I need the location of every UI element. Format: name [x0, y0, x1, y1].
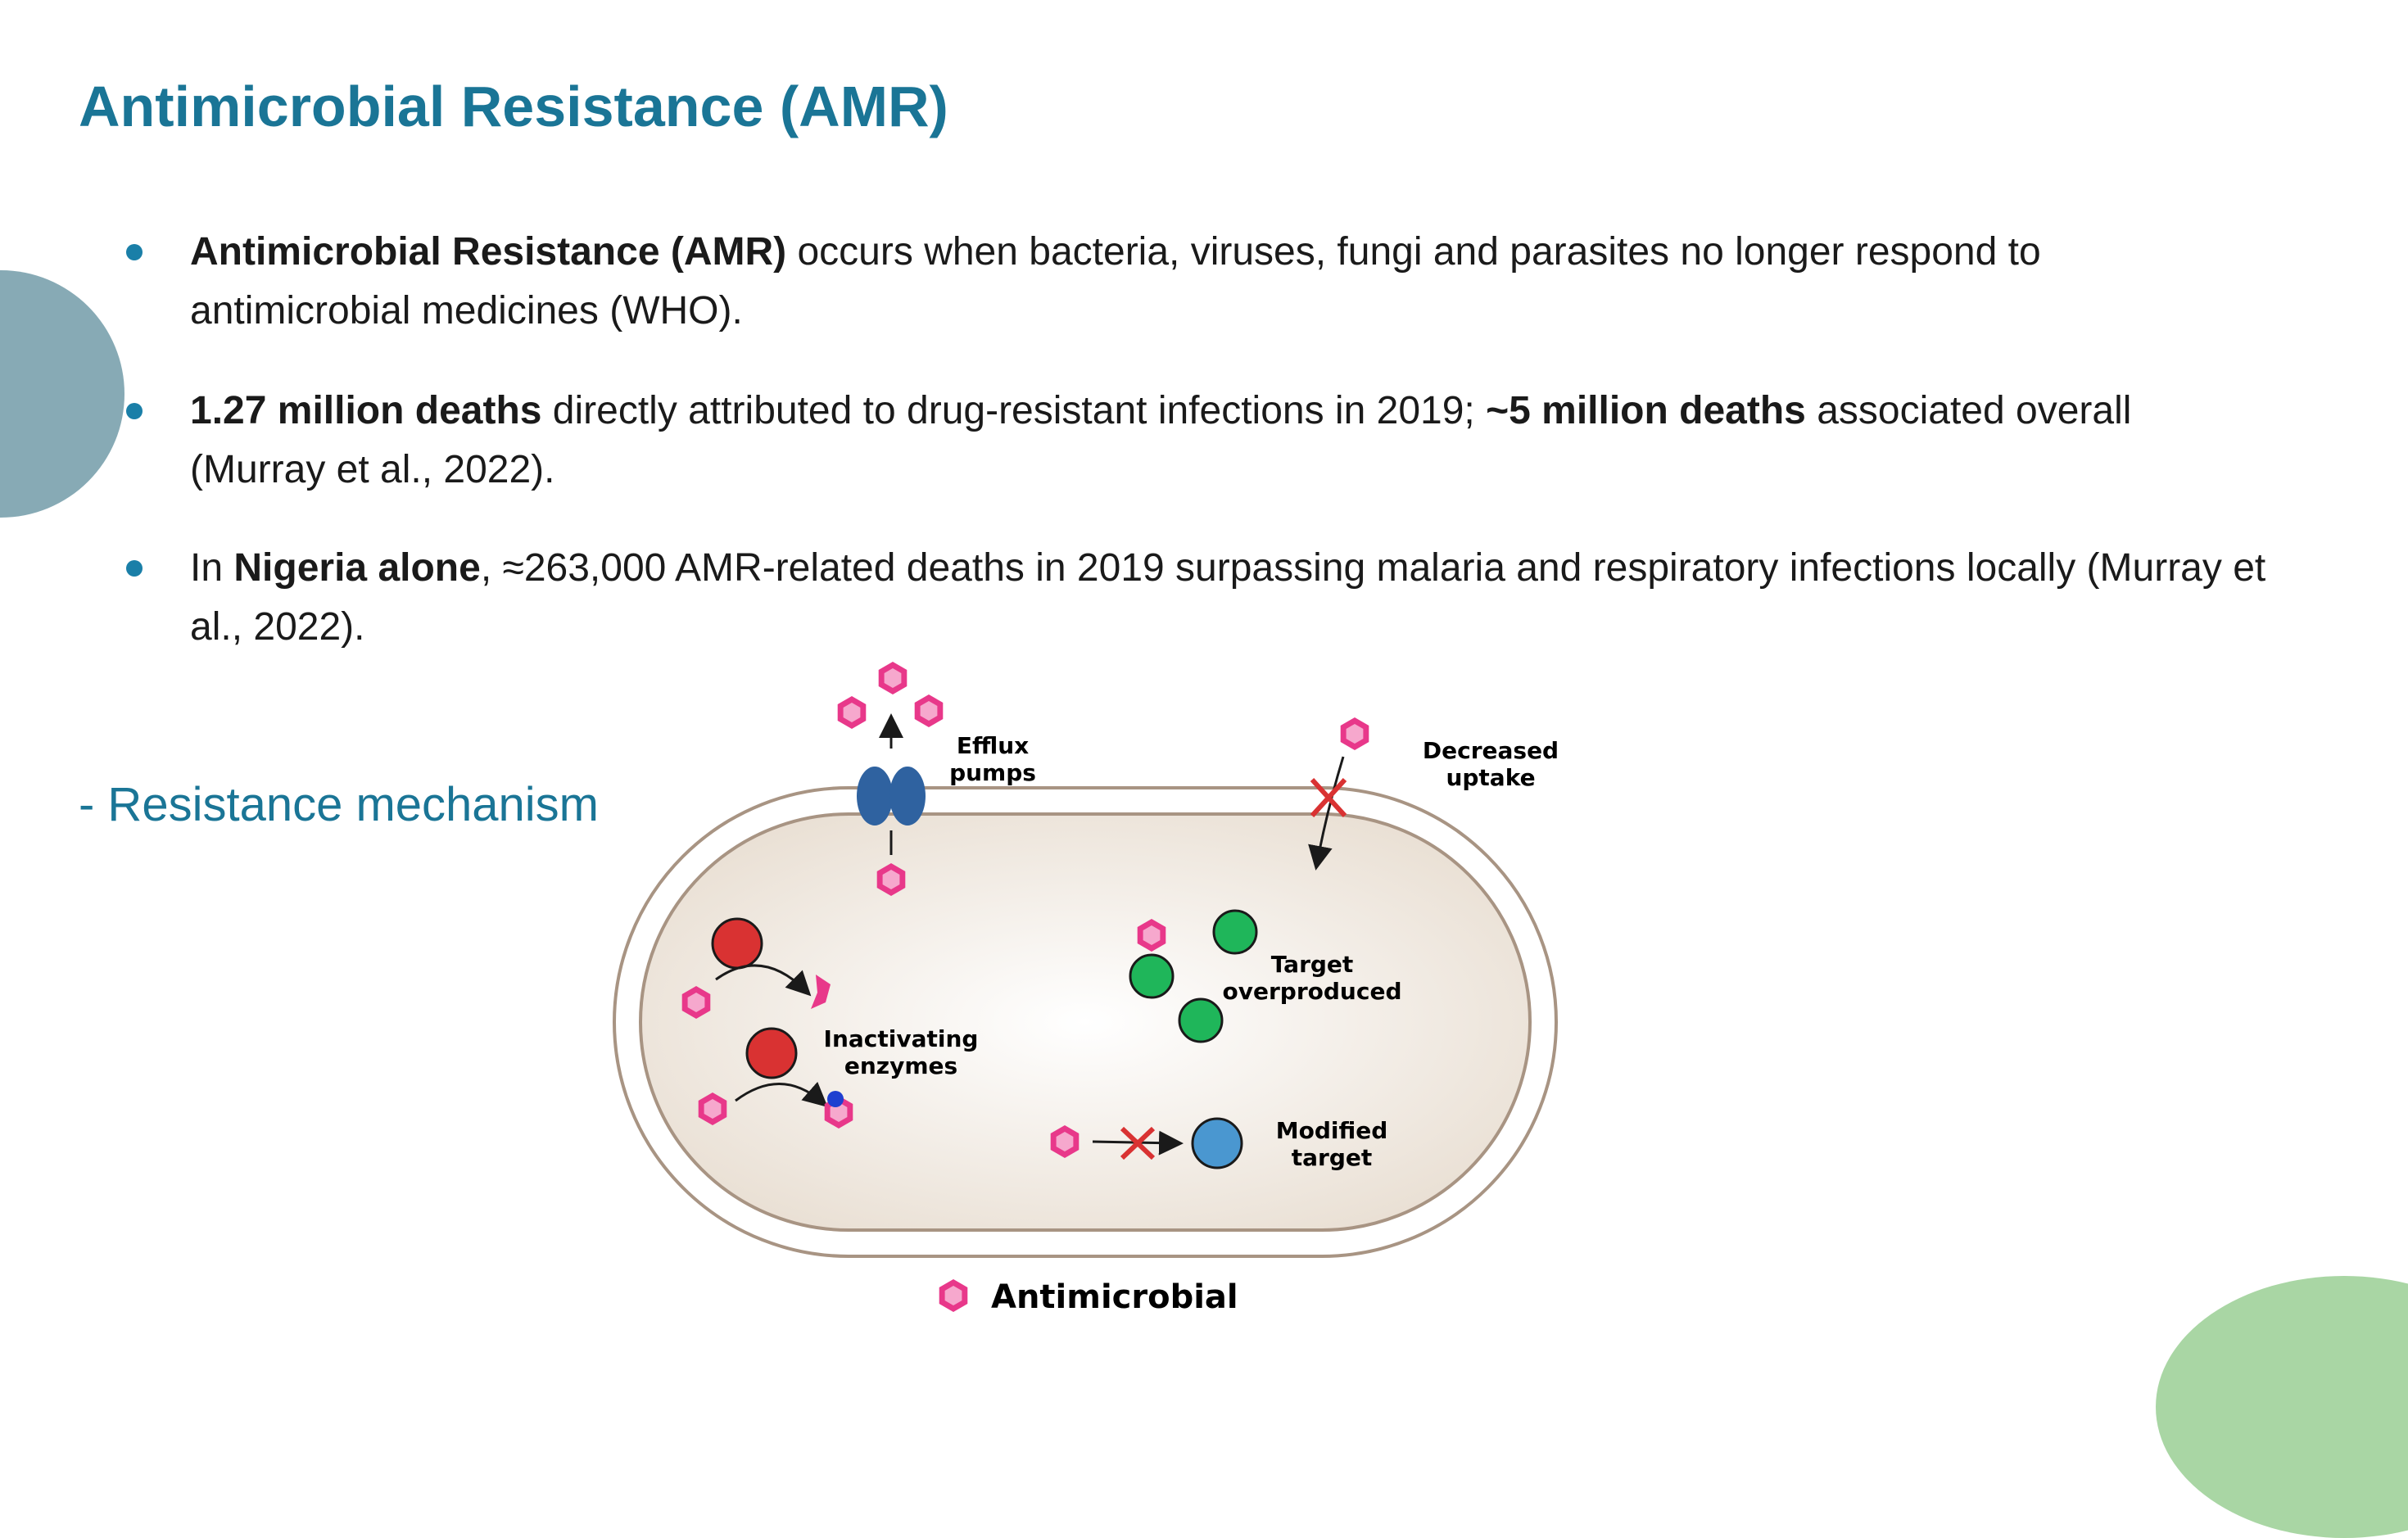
target-icon: [1129, 953, 1175, 999]
bullet-text: In Nigeria alone, ≈263,000 AMR-related d…: [190, 546, 2265, 649]
cell-inner-membrane: [639, 812, 1532, 1232]
antimicrobial-icon: [1340, 717, 1369, 750]
enzyme-arrow: [715, 964, 812, 997]
bullet-dot: [126, 403, 143, 419]
efflux-pump-icon: [857, 767, 926, 826]
enzyme-icon: [745, 1027, 798, 1079]
legend-antimicrobial-icon: [939, 1279, 968, 1312]
bullet-text-run: occurs when bacteria, viruses, fungi and…: [190, 230, 2041, 332]
blocked-cross-icon: [1120, 1126, 1156, 1160]
bullet-text-emphasis: 1.27 million deaths: [190, 389, 542, 432]
bullet-text-run: , ≈263,000 AMR-related deaths in 2019 su…: [190, 546, 2266, 649]
efflux-label-line1: Efflux: [957, 732, 1029, 759]
uptake-arrow: [1308, 756, 1345, 871]
modified-target-label-line2: target: [1292, 1144, 1373, 1171]
modified-target-icon: [1191, 1117, 1243, 1169]
antimicrobial-icon: [837, 696, 867, 729]
resistance-mechanism-diagram: Efflux pumps Decreased uptake Inactivati…: [613, 662, 1559, 1316]
target-overproduced-label-line1: Target: [1271, 951, 1354, 978]
slide-title: Antimicrobial Resistance (AMR): [79, 75, 948, 138]
target-icon: [1178, 997, 1224, 1043]
target-icon: [1212, 909, 1258, 955]
bullet-text-run: directly attributed to drug-resistant in…: [541, 389, 1487, 432]
antimicrobial-icon: [914, 694, 944, 727]
efflux-label-line2: pumps: [949, 759, 1036, 786]
decreased-uptake-label-line1: Decreased: [1423, 737, 1559, 764]
enzyme-icon: [711, 917, 763, 970]
bullet-text-emphasis: Nigeria alone: [233, 546, 481, 590]
target-overproduced-label-line2: overproduced: [1223, 978, 1402, 1005]
bullet-dot: [126, 560, 143, 577]
section-subheading: - Resistance mechanism: [79, 778, 599, 831]
inactivating-label-line2: enzymes: [844, 1052, 957, 1079]
modified-target-label-line1: Modified: [1276, 1117, 1388, 1144]
bullet-text-run: associated overall (Murray et al., 2022)…: [190, 389, 2132, 491]
bullet-text-emphasis: Antimicrobial Resistance (AMR): [190, 230, 787, 274]
bullet-text: Antimicrobial Resistance (AMR) occurs wh…: [190, 230, 2041, 332]
bullet-text-run: In: [190, 546, 234, 590]
bullet-text-emphasis: ~5 million deaths: [1486, 389, 1806, 432]
blocked-cross-icon: [1310, 777, 1347, 818]
modification-dot-icon: [827, 1091, 844, 1107]
broken-antimicrobial-icon: [811, 975, 831, 1009]
bullet-item-global-deaths: 1.27 million deaths directly attributed …: [126, 382, 2270, 500]
decreased-uptake-label-line2: uptake: [1446, 764, 1535, 791]
enzyme-arrow: [735, 1081, 828, 1107]
legend-label: Antimicrobial: [991, 1278, 1238, 1316]
bullet-dot: [126, 244, 143, 260]
inactivating-label-line1: Inactivating: [824, 1025, 979, 1052]
bullet-item-nigeria: In Nigeria alone, ≈263,000 AMR-related d…: [126, 539, 2270, 657]
decorative-circle-left: [0, 270, 124, 518]
bullet-item-definition: Antimicrobial Resistance (AMR) occurs wh…: [126, 223, 2270, 341]
decorative-circle-right: [2156, 1276, 2408, 1538]
bullet-text: 1.27 million deaths directly attributed …: [190, 389, 2131, 491]
antimicrobial-icon: [878, 662, 908, 694]
